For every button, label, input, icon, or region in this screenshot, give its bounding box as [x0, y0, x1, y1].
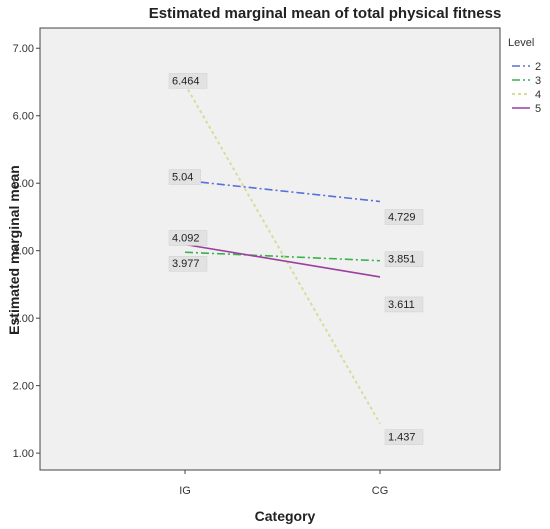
- series-line-3: [184, 251, 381, 262]
- data-label: 3.851: [384, 251, 424, 267]
- data-labels: 5.04 4.729 3.977 3.851 6.464 1.437 4.092 3.611: [168, 73, 424, 445]
- data-label-box: [168, 169, 201, 185]
- data-label-text: 6.464: [172, 75, 200, 87]
- y-tick-label: 3.00: [13, 313, 34, 325]
- data-label-box: [384, 429, 424, 445]
- data-label: 3.977: [168, 255, 208, 272]
- chart-title: Estimated marginal mean of total physica…: [149, 5, 502, 22]
- data-label-box: [168, 230, 208, 246]
- data-label: 3.611: [384, 296, 424, 313]
- legend-label: 3: [535, 75, 541, 87]
- data-label: 5.04: [168, 169, 201, 185]
- data-label-box: [168, 255, 208, 272]
- data-label: 4.729: [384, 209, 424, 225]
- y-tick-label: 7.00: [13, 43, 34, 55]
- x-tick-label: IG: [179, 485, 191, 497]
- legend-label: 5: [535, 103, 541, 115]
- x-axis: IG CG: [179, 470, 388, 497]
- data-label-text: 3.611: [388, 299, 415, 311]
- legend-label: 4: [535, 89, 541, 101]
- data-label-box: [384, 296, 424, 313]
- series-line-5: [184, 243, 381, 278]
- y-tick-label: 4.00: [13, 246, 34, 258]
- y-axis: 1.00 2.00 3.00 4.00 5.00 6.00 7.00: [13, 43, 40, 460]
- y-tick-label: 6.00: [13, 111, 34, 123]
- data-label: 6.464: [168, 73, 208, 89]
- data-label-box: [384, 209, 424, 225]
- y-tick-label: 2.00: [13, 381, 34, 393]
- legend: Level 2 3 4 5: [508, 37, 541, 115]
- data-label-box: [384, 251, 424, 267]
- data-label-text: 3.851: [388, 254, 416, 266]
- y-tick-label: 5.00: [13, 178, 34, 190]
- data-label: 1.437: [384, 429, 424, 445]
- legend-title: Level: [508, 37, 534, 49]
- data-label-text: 3.977: [172, 258, 200, 270]
- data-label-text: 5.04: [172, 172, 193, 184]
- y-axis-title: Estimated marginal mean: [6, 165, 22, 335]
- data-label-text: 1.437: [388, 432, 416, 444]
- plot-area: [39, 27, 501, 471]
- x-axis-title: Category: [255, 508, 316, 524]
- series-line-2: [184, 179, 381, 203]
- y-tick-label: 1.00: [13, 448, 34, 460]
- x-tick-label: CG: [372, 485, 389, 497]
- series-lines: [184, 83, 381, 425]
- data-label: 4.092: [168, 230, 208, 246]
- series-line-4: [184, 83, 381, 425]
- data-label-text: 4.092: [172, 232, 200, 244]
- data-label-text: 4.729: [388, 211, 416, 223]
- data-label-box: [168, 73, 208, 89]
- legend-label: 2: [535, 61, 541, 73]
